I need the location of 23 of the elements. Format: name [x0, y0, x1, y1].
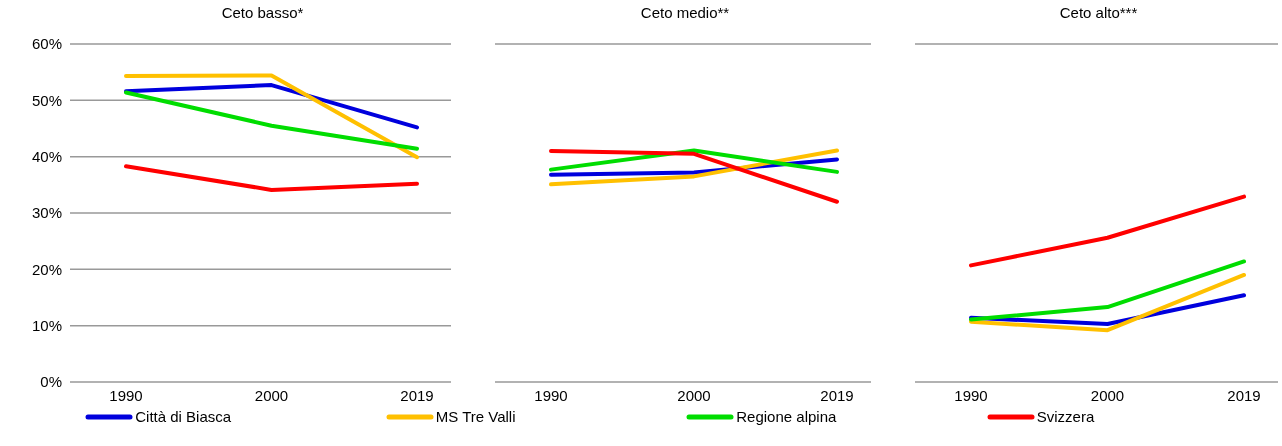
legend-label: Regione alpina — [736, 408, 837, 425]
y-tick-label: 0% — [40, 373, 62, 391]
legend-label: Svizzera — [1036, 408, 1095, 425]
x-tick-label: 2019 — [400, 386, 434, 404]
y-tick-label: 50% — [31, 91, 62, 109]
legend-label: MS Tre Valli — [435, 408, 516, 425]
chart-title: Ceto basso* — [220, 3, 305, 23]
y-tick-label: 40% — [31, 147, 62, 165]
x-tick-label: 1990 — [534, 386, 568, 404]
chart-title: Ceto medio** — [639, 3, 731, 23]
legend-label: Città di Biasca — [135, 408, 232, 425]
y-tick-label: 20% — [31, 260, 62, 278]
x-tick-label: 2000 — [1090, 386, 1125, 404]
x-tick-label: 2000 — [254, 386, 289, 404]
x-tick-label: 1990 — [109, 386, 143, 404]
x-tick-label: 1990 — [954, 386, 988, 404]
chart-title: Ceto alto*** — [1058, 3, 1139, 23]
y-tick-label: 30% — [31, 204, 62, 222]
x-tick-label: 2019 — [1227, 386, 1261, 404]
x-tick-label: 2019 — [820, 386, 854, 404]
y-tick-label: 60% — [31, 35, 62, 53]
y-tick-label: 10% — [31, 316, 62, 334]
x-tick-label: 2000 — [677, 386, 711, 404]
